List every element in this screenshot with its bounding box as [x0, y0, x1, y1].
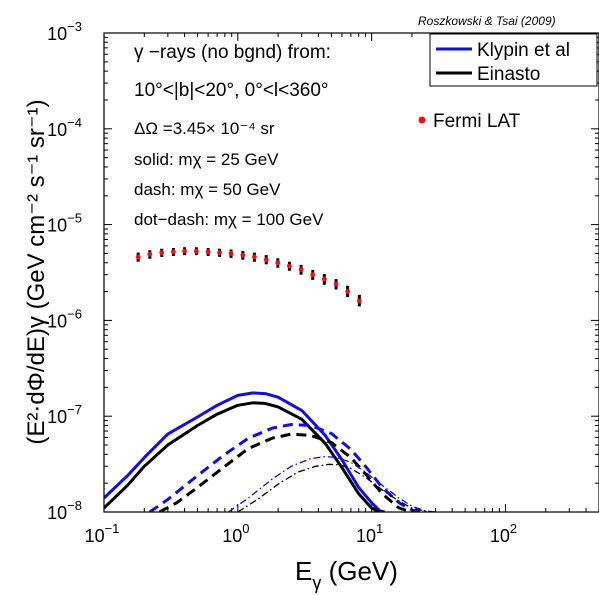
fermi-point — [275, 260, 281, 266]
x-tick-label: 100 — [222, 521, 249, 546]
fermi-point — [240, 252, 246, 258]
series-line-einasto-solid — [104, 401, 383, 512]
x-axis-label: Eγ (GeV) — [295, 556, 398, 593]
annotation-line-5: dash: mχ = 50 GeV — [134, 180, 281, 199]
fermi-point — [310, 272, 316, 278]
y-tick-label: 10−6 — [47, 306, 82, 331]
x-axis-label-sub: γ — [312, 573, 321, 593]
axis-ticks — [103, 32, 599, 513]
annotation-line-2: 10°<|b|<20°, 0°<l<360° — [134, 80, 329, 101]
fermi-point — [263, 257, 269, 263]
legend-marker-fermi — [418, 116, 426, 124]
fermi-point — [147, 251, 153, 257]
tick-labels: 10−1 100 101 102 10−8 10−7 10−6 10−5 10−4 10−3 — [47, 19, 517, 546]
x-tick-label: 10−1 — [85, 521, 120, 546]
fermi-point — [356, 298, 362, 304]
y-tick-label: 10−4 — [47, 115, 82, 140]
legend-box — [429, 33, 598, 87]
annotation-line-4: solid: mχ = 25 GeV — [134, 150, 279, 169]
y-axis-label: (E²·dΦ/dE)γ (GeV cm⁻² s⁻¹ sr⁻¹) — [23, 99, 50, 444]
x-axis-label-unit: (GeV) — [321, 556, 398, 586]
series-line-klypin-et-al-dash — [148, 423, 421, 512]
legend-label-einasto: Einasto — [477, 64, 540, 85]
fermi-point — [298, 267, 304, 272]
annotation-box: γ −rays (no bgnd) from: 10°<|b|<20°, 0°<… — [134, 42, 331, 229]
fermi-points — [135, 247, 362, 307]
fermi-point — [135, 254, 141, 260]
plot-frame — [103, 32, 599, 513]
fermi-point — [159, 250, 165, 256]
x-tick-label: 101 — [356, 521, 383, 546]
credit-label: Roszkowski & Tsai (2009) — [418, 14, 556, 28]
y-tick-label: 10−7 — [47, 402, 82, 427]
legend: Klypin et al Einasto Fermi LAT — [418, 33, 598, 132]
x-tick-label: 102 — [490, 521, 517, 546]
fermi-point — [345, 289, 351, 294]
annotation-line-1: γ −rays (no bgnd) from: — [134, 42, 331, 63]
series-line-einasto-dash — [158, 432, 416, 512]
fermi-point — [333, 281, 339, 287]
fermi-point — [287, 263, 292, 269]
fermi-point — [170, 249, 176, 255]
fermi-point — [193, 248, 199, 254]
svg-text:Eγ (GeV): Eγ (GeV) — [295, 556, 398, 593]
annotation-line-6: dot−dash: mχ = 100 GeV — [134, 210, 324, 229]
fermi-point — [182, 248, 187, 254]
y-tick-label: 10−5 — [47, 211, 82, 236]
fermi-point — [321, 276, 327, 282]
series-line-einasto-dot-dash — [237, 463, 432, 512]
annotation-line-3: ΔΩ =3.45× 10⁻⁴ sr — [134, 119, 275, 138]
series-line-klypin-et-al-solid — [104, 391, 385, 512]
legend-label-fermi: Fermi LAT — [433, 111, 521, 132]
y-tick-label: 10−8 — [47, 498, 82, 523]
series-line-klypin-et-al-dot-dash — [228, 455, 436, 512]
fermi-point — [251, 254, 257, 260]
legend-label-klypin: Klypin et al — [477, 40, 570, 61]
series-layer — [104, 391, 436, 512]
fermi-point — [228, 251, 234, 256]
fermi-point — [205, 249, 211, 255]
fermi-point — [217, 250, 222, 256]
y-tick-label: 10−3 — [47, 19, 82, 44]
x-axis-label-base: E — [295, 556, 312, 586]
